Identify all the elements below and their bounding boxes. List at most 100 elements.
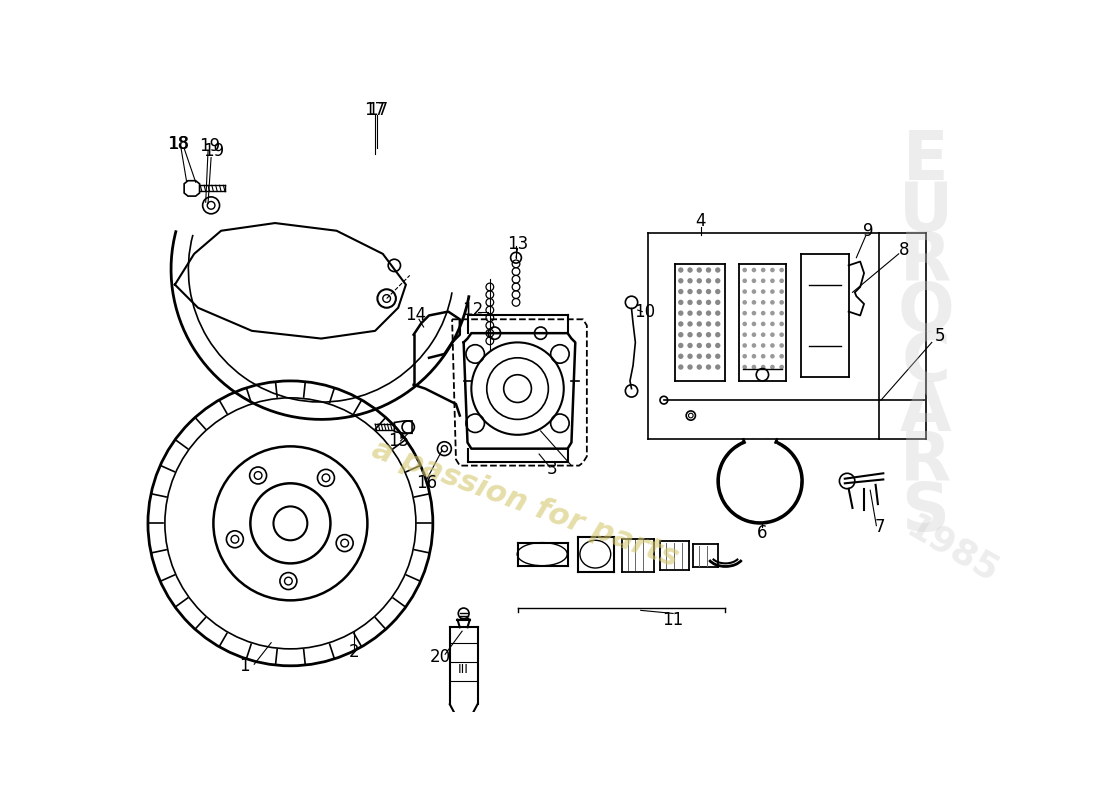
Circle shape	[751, 311, 757, 315]
Circle shape	[678, 310, 683, 316]
Circle shape	[696, 364, 702, 370]
Circle shape	[678, 278, 683, 283]
Circle shape	[770, 278, 774, 283]
Circle shape	[751, 268, 757, 272]
Text: 13: 13	[507, 235, 528, 253]
Circle shape	[742, 311, 747, 315]
Circle shape	[706, 278, 712, 283]
Circle shape	[770, 365, 774, 370]
Text: S: S	[902, 478, 949, 545]
Circle shape	[678, 332, 683, 338]
Circle shape	[678, 364, 683, 370]
Text: 18: 18	[168, 134, 189, 153]
Text: 14: 14	[405, 306, 427, 325]
Circle shape	[751, 290, 757, 294]
Circle shape	[715, 310, 720, 316]
Text: 7: 7	[874, 518, 884, 536]
Text: 1985: 1985	[901, 510, 1004, 590]
Text: 5: 5	[934, 327, 945, 346]
Circle shape	[770, 268, 774, 272]
Circle shape	[742, 268, 747, 272]
Circle shape	[688, 278, 693, 283]
Circle shape	[742, 322, 747, 326]
Circle shape	[696, 342, 702, 348]
Circle shape	[751, 322, 757, 326]
Circle shape	[678, 342, 683, 348]
Circle shape	[696, 322, 702, 326]
Circle shape	[779, 365, 784, 370]
Circle shape	[779, 278, 784, 283]
Circle shape	[688, 364, 693, 370]
Text: R: R	[900, 229, 952, 294]
Text: 10: 10	[634, 302, 656, 321]
Text: 19: 19	[204, 142, 224, 161]
Circle shape	[706, 364, 712, 370]
Circle shape	[688, 289, 693, 294]
Circle shape	[688, 354, 693, 359]
Circle shape	[742, 343, 747, 348]
Circle shape	[706, 354, 712, 359]
Circle shape	[696, 300, 702, 305]
Circle shape	[761, 343, 766, 348]
Circle shape	[696, 354, 702, 359]
Text: 15: 15	[387, 432, 409, 450]
Circle shape	[770, 343, 774, 348]
Circle shape	[779, 311, 784, 315]
Circle shape	[706, 267, 712, 273]
Circle shape	[742, 278, 747, 283]
Circle shape	[770, 290, 774, 294]
Circle shape	[706, 289, 712, 294]
Text: a passion for parts: a passion for parts	[368, 435, 682, 573]
Circle shape	[696, 278, 702, 283]
Text: E: E	[903, 129, 948, 194]
Text: 3: 3	[547, 461, 558, 478]
Circle shape	[761, 311, 766, 315]
Circle shape	[678, 289, 683, 294]
Circle shape	[688, 342, 693, 348]
Circle shape	[715, 332, 720, 338]
Circle shape	[761, 290, 766, 294]
Circle shape	[715, 364, 720, 370]
Circle shape	[696, 289, 702, 294]
Circle shape	[742, 365, 747, 370]
Circle shape	[688, 332, 693, 338]
Circle shape	[770, 332, 774, 337]
Circle shape	[761, 332, 766, 337]
Text: 2: 2	[349, 643, 360, 661]
Circle shape	[761, 354, 766, 358]
Circle shape	[688, 300, 693, 305]
Text: III: III	[459, 663, 469, 676]
Circle shape	[742, 290, 747, 294]
Circle shape	[751, 343, 757, 348]
Circle shape	[779, 322, 784, 326]
Circle shape	[742, 300, 747, 305]
Circle shape	[715, 322, 720, 326]
Circle shape	[706, 322, 712, 326]
Circle shape	[696, 267, 702, 273]
Circle shape	[715, 354, 720, 359]
Text: 17: 17	[364, 101, 386, 119]
Text: 8: 8	[899, 241, 910, 259]
Text: 19: 19	[199, 137, 220, 155]
Circle shape	[779, 300, 784, 305]
Circle shape	[770, 311, 774, 315]
Circle shape	[761, 322, 766, 326]
Text: C: C	[901, 329, 950, 394]
Text: 17: 17	[366, 101, 388, 119]
Circle shape	[779, 332, 784, 337]
Circle shape	[751, 365, 757, 370]
Circle shape	[715, 342, 720, 348]
Circle shape	[715, 289, 720, 294]
Text: 11: 11	[662, 610, 684, 629]
Circle shape	[751, 332, 757, 337]
Circle shape	[779, 343, 784, 348]
Circle shape	[779, 268, 784, 272]
Text: 1: 1	[239, 657, 250, 675]
Circle shape	[678, 322, 683, 326]
Text: 12: 12	[462, 301, 484, 319]
Circle shape	[688, 267, 693, 273]
Circle shape	[761, 365, 766, 370]
Circle shape	[678, 267, 683, 273]
Circle shape	[706, 332, 712, 338]
Circle shape	[761, 268, 766, 272]
